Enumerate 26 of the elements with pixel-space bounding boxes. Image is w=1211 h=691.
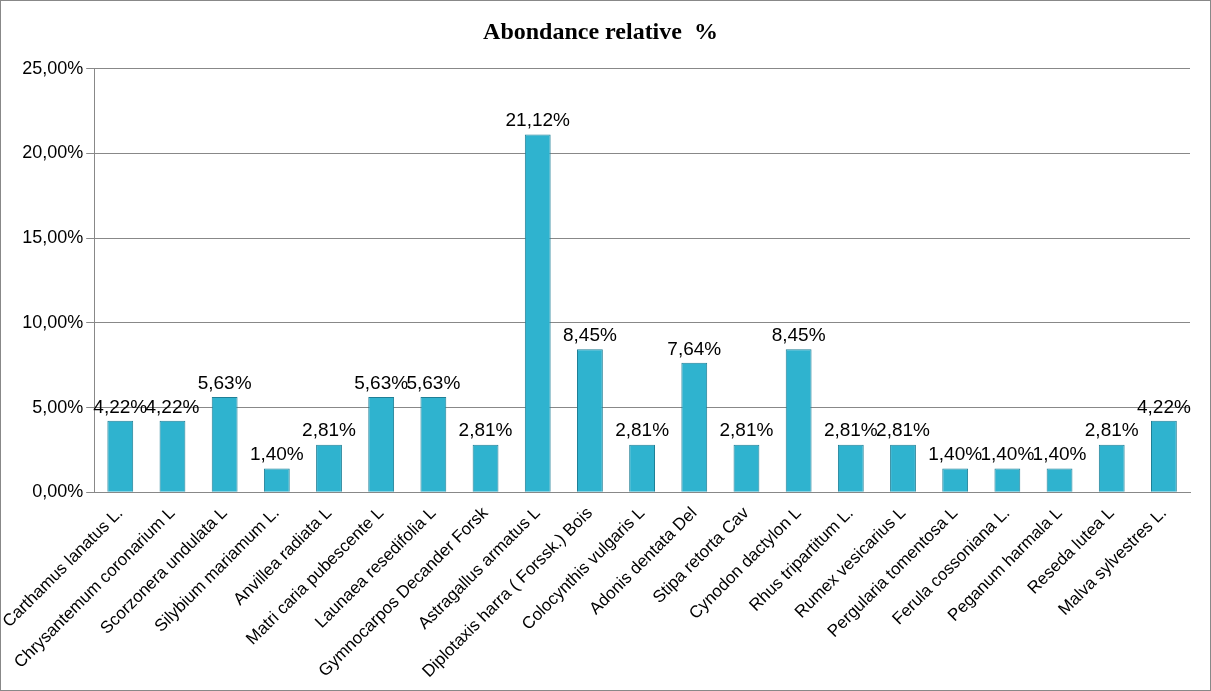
data-label: 2,81% (876, 419, 931, 441)
data-label: 2,81% (302, 419, 357, 441)
data-label: 4,22% (93, 395, 148, 417)
data-label: 8,45% (771, 323, 826, 345)
data-label: 2,81% (1084, 419, 1139, 441)
data-label: 1,40% (249, 443, 304, 465)
data-label: 5,63% (354, 371, 409, 393)
y-tick-label: 5,00% (32, 396, 84, 417)
data-label: 2,81% (615, 419, 670, 441)
data-label: 1,40% (928, 443, 983, 465)
y-tick-label: 10,00% (22, 311, 84, 332)
y-tick-label: 25,00% (22, 57, 84, 78)
data-label: 5,63% (197, 371, 252, 393)
data-label: 2,81% (823, 419, 878, 441)
y-tick-label: 0,00% (32, 481, 84, 502)
data-label: 2,81% (458, 419, 513, 441)
data-label: 7,64% (667, 337, 722, 359)
data-label: 8,45% (562, 323, 617, 345)
data-label: 2,81% (719, 419, 774, 441)
data-label: 4,22% (1136, 395, 1191, 417)
data-label: 4,22% (145, 395, 200, 417)
data-label: 5,63% (406, 371, 461, 393)
y-tick-label: 15,00% (22, 227, 84, 248)
data-label: 21,12% (505, 109, 571, 131)
chart-title: Abondance relative % (483, 17, 718, 44)
y-tick-label: 20,00% (22, 142, 84, 163)
